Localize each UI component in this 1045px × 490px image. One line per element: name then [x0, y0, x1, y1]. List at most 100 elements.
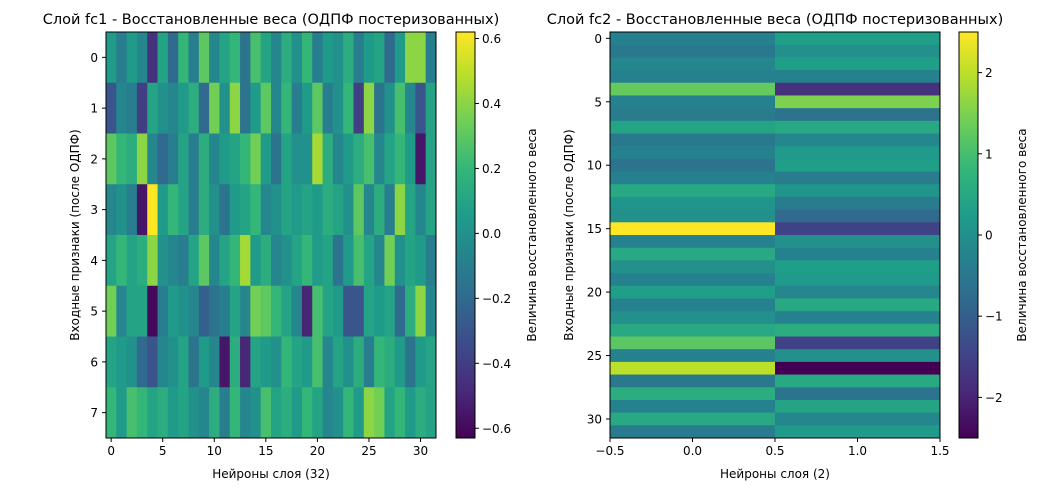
fc1-cell — [229, 387, 241, 439]
fc1-cell — [219, 235, 231, 287]
fc1-cell — [178, 82, 189, 134]
fc1-cell — [229, 133, 241, 185]
fc1-cell — [384, 285, 396, 337]
fc2-x-tick-label: 1.5 — [930, 444, 949, 458]
fc1-cell — [209, 133, 220, 185]
fc1-cell — [157, 82, 169, 134]
fc1-cell — [322, 285, 334, 337]
fc2-cell — [610, 298, 776, 312]
fc1-cell — [312, 82, 323, 134]
fc1-cell — [322, 133, 334, 185]
fc1-cell — [116, 387, 128, 439]
fc1-cell — [384, 235, 396, 287]
fc2-y-tick-label: 5 — [594, 95, 602, 109]
fc1-cell — [322, 32, 334, 84]
fc1-cell — [147, 184, 158, 236]
fc1-cell — [363, 133, 375, 185]
fc2-cell — [775, 311, 941, 325]
fc2-cell — [610, 184, 776, 198]
fc1-y-tick-label: 6 — [90, 355, 98, 369]
fc2-cell — [610, 108, 776, 122]
fc1-cell — [374, 336, 385, 388]
fc1-cell — [188, 235, 200, 287]
fc2-cell — [610, 209, 776, 223]
fc2-cell — [775, 399, 941, 414]
fc1-cell — [136, 184, 148, 236]
fc1-cell — [219, 133, 231, 185]
fc1-cell — [198, 387, 210, 439]
fc1-cell — [394, 235, 406, 287]
fc1-cell — [291, 32, 303, 84]
fc1-colorbar-tick-label: −0.6 — [482, 422, 511, 436]
fc2-cell — [610, 399, 776, 414]
fc1-cell — [425, 336, 437, 388]
fc1-cell — [229, 336, 241, 388]
fc2-cell — [775, 425, 941, 439]
fc1-cell — [250, 235, 262, 287]
fc1-cell — [353, 387, 365, 439]
fc1-cell — [250, 82, 262, 134]
fc1-cell — [126, 133, 138, 185]
fc2-title: Слой fc2 - Восстановленные веса (ОДПФ по… — [547, 12, 1003, 28]
fc2-cell — [775, 44, 941, 58]
fc1-cell — [209, 32, 220, 84]
fc1-cell — [332, 285, 344, 337]
fc1-cell — [384, 133, 396, 185]
fc1-cell — [312, 336, 323, 388]
fc1-cell — [394, 387, 406, 439]
fc2-cell — [775, 196, 941, 211]
fc1-cell — [363, 336, 375, 388]
fc2-cell — [775, 95, 941, 109]
fc1-cell — [425, 32, 437, 84]
fc2-cell — [610, 349, 776, 363]
fc1-cell — [394, 184, 406, 236]
fc1-x-tick-label: 0 — [107, 444, 115, 458]
fc1-cell — [374, 285, 385, 337]
fc2-cell — [775, 82, 941, 96]
fc1-cell — [219, 285, 231, 337]
fc1-cell — [271, 32, 282, 84]
fc2-colorbar-tick-label: 0 — [985, 229, 993, 243]
fc1-cell — [106, 336, 117, 388]
fc1-cell — [291, 285, 303, 337]
fc1-cell — [136, 235, 148, 287]
fc1-colorbar-tick-label: −0.2 — [482, 292, 511, 306]
fc1-cell — [126, 285, 138, 337]
fc1-cell — [178, 285, 189, 337]
fc1-cell — [147, 82, 158, 134]
fc2-cell — [610, 425, 776, 439]
fc1-cell — [384, 336, 396, 388]
fc2-x-ticks: −0.5 0.0 0.5 1.0 1.5 — [595, 438, 950, 458]
fc1-cell — [147, 235, 158, 287]
fc2-cell — [610, 196, 776, 211]
fc1-cell — [415, 336, 427, 388]
fc2-cell — [775, 361, 941, 375]
fc1-colorbar-tick-label: 0.0 — [482, 227, 501, 241]
fc1-cell — [271, 285, 282, 337]
fc1-cell — [126, 336, 138, 388]
fc1-cell — [157, 184, 169, 236]
fc2-cell — [775, 209, 941, 223]
fc1-cell — [301, 82, 313, 134]
fc1-cell — [209, 184, 220, 236]
fc2-cell — [775, 349, 941, 363]
fc1-cell — [178, 235, 189, 287]
fc1-cell — [260, 387, 272, 439]
fc1-x-tick-label: 10 — [207, 444, 222, 458]
fc2-colorbar-ticks: 2 1 0 −1 −2 — [978, 66, 1003, 405]
fc1-cell — [281, 133, 293, 185]
fc1-cell — [415, 387, 427, 439]
fc1-cell — [157, 285, 169, 337]
fc1-cell — [353, 133, 365, 185]
fc2-cell — [610, 57, 776, 71]
fc2-cell — [610, 336, 776, 350]
fc1-cell — [291, 336, 303, 388]
fc1-cell — [106, 32, 117, 84]
fc1-cell — [343, 235, 354, 287]
fc2-cell — [775, 273, 941, 287]
fc1-cell — [116, 336, 128, 388]
fc1-cell — [281, 387, 293, 439]
fc1-cell — [322, 387, 334, 439]
fc1-cell — [219, 82, 231, 134]
fc1-cell — [374, 387, 385, 439]
